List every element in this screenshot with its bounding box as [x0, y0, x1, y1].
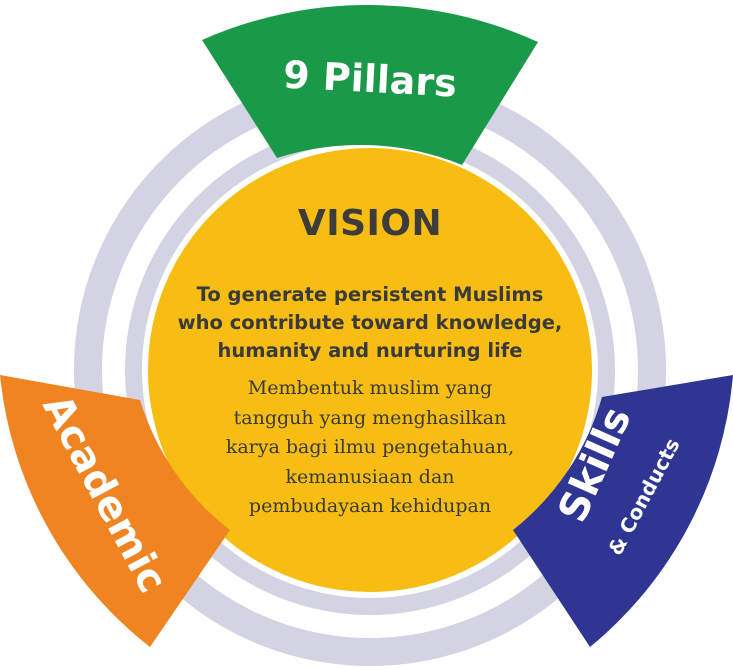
vision-english-line: To generate persistent Muslims: [196, 283, 544, 306]
vision-malay-line: Membentuk muslim yang: [247, 377, 493, 399]
vision-title: VISION: [297, 203, 443, 244]
pillar-top-wedge: [202, 4, 538, 165]
vision-malay-statement: Membentuk muslim yang tangguh yang mengh…: [145, 374, 595, 522]
pillar-top-label: 9 Pillars: [282, 52, 458, 105]
pillar-right-wedge: [513, 375, 733, 647]
vision-center-circle: [148, 148, 592, 592]
vision-malay-line: pembudayaan kehidupan: [248, 495, 492, 517]
vision-english-statement: To generate persistent Muslims who contr…: [145, 281, 595, 365]
vision-english-line: who contribute toward knowledge,: [177, 311, 563, 334]
vision-malay-line: kemanusiaan dan: [285, 465, 455, 488]
pillar-left-wedge: [0, 375, 230, 647]
vision-english-line: humanity and nurturing life: [217, 339, 523, 362]
vision-malay-line: karya bagi ilmu pengetahuan,: [225, 436, 515, 458]
vision-malay-line: tangguh yang menghasilkan: [233, 406, 507, 429]
